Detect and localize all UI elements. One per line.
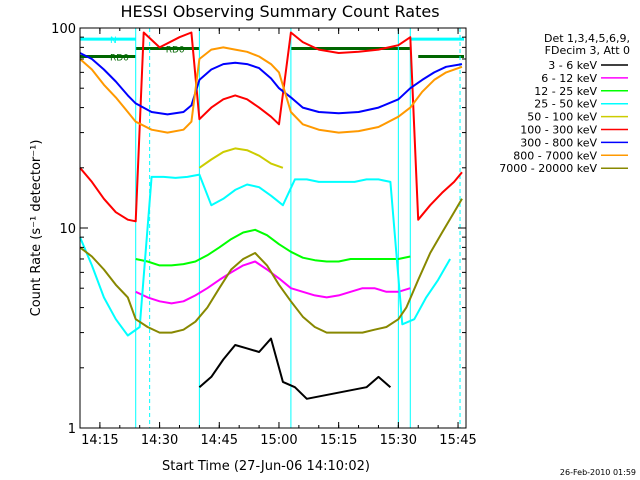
legend-label-7: 800 - 7000 keV [513, 149, 597, 162]
y-tick-label-2: 100 [51, 22, 76, 37]
series-line-8 [79, 198, 463, 334]
series-line-5 [79, 31, 463, 223]
series-line-7 [79, 46, 463, 134]
series-line-2 [135, 228, 411, 267]
legend-label-4: 50 - 100 keV [527, 111, 597, 124]
x-tick-label-1: 14:30 [141, 433, 178, 448]
legend-label-8: 7000 - 20000 keV [499, 162, 597, 175]
state-bar-label-3: RD0 [166, 45, 185, 55]
series-line-0 [198, 337, 392, 400]
x-tick-label-4: 15:15 [320, 433, 357, 448]
legend-label-0: 3 - 6 keV [548, 59, 597, 72]
legend-header-line-1: Det 1,3,4,5,6,9, [544, 32, 630, 45]
series-lines [79, 31, 463, 400]
x-tick-label-0: 14:15 [81, 433, 118, 448]
legend-header-line-2: FDecim 3, Att 0 [545, 44, 630, 57]
state-bar-label-0: N [110, 36, 117, 46]
legend-label-5: 100 - 300 keV [520, 124, 597, 137]
x-axis-label: Start Time (27-Jun-06 14:10:02) [162, 459, 370, 474]
series-line-6 [79, 52, 463, 116]
y-axis-label: Count Rate (s⁻¹ detector⁻¹) [29, 140, 44, 317]
axes: 14:15 14:30 14:45 15:00 15:15 15:30 15:45 1 10 10… [51, 22, 477, 448]
y-tick-label-0: 1 [68, 422, 76, 437]
timestamp: 26-Feb-2010 01:59 [560, 468, 636, 477]
series-line-3 [79, 173, 451, 337]
legend-label-1: 6 - 12 keV [541, 72, 597, 85]
chart-title: HESSI Observing Summary Count Rates [120, 2, 439, 21]
x-tick-label-2: 14:45 [201, 433, 238, 448]
x-tick-label-3: 15:00 [260, 433, 297, 448]
x-tick-label-6: 15:45 [439, 433, 476, 448]
legend: Det 1,3,4,5,6,9, FDecim 3, Att 0 3 - 6 k… [499, 32, 630, 175]
x-tick-label-5: 15:30 [380, 433, 417, 448]
legend-label-6: 300 - 800 keV [520, 136, 597, 149]
state-bar-label-2: RD0 [110, 54, 129, 64]
plot-frame [79, 27, 467, 429]
series-line-1 [135, 260, 411, 305]
legend-label-3: 25 - 50 keV [534, 98, 597, 111]
y-tick-label-1: 10 [59, 222, 76, 237]
state-bars: N RD0 RD0 [80, 36, 465, 64]
legend-label-2: 12 - 25 keV [534, 85, 597, 98]
series-line-4 [198, 147, 284, 169]
